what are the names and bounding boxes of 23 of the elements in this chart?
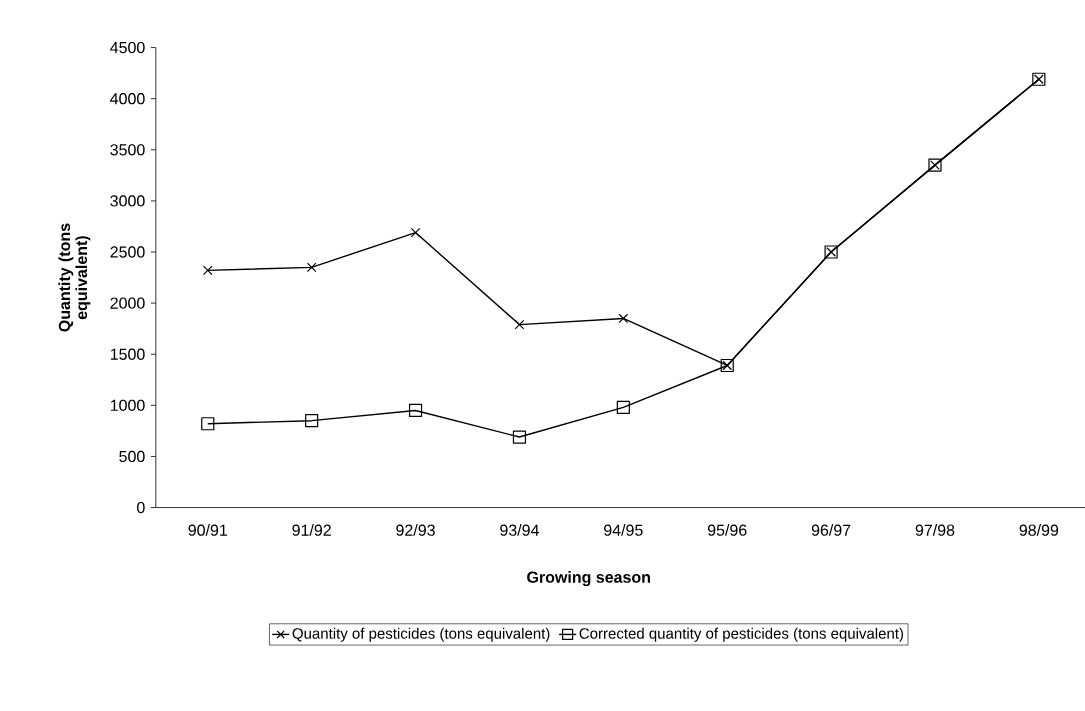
y-tick-label: 0: [137, 501, 145, 514]
y-tick-label: 4500: [110, 41, 145, 54]
x-axis-title: Growing season: [527, 571, 650, 587]
y-tick-label: 1000: [110, 399, 145, 412]
y-tick-label: 2000: [110, 297, 145, 309]
legend-label: Corrected quantity of pesticides (tons equivalent): [579, 627, 904, 642]
legend-label: Quantity of pesticides (tons equivalent): [292, 627, 550, 642]
x-tick-label: 98/99: [1019, 524, 1059, 536]
x-tick-label: 96/97: [811, 524, 851, 536]
y-tick-label: 500: [119, 450, 145, 463]
y-tick-label: 3500: [110, 144, 145, 156]
y-tick-label: 4000: [110, 93, 145, 105]
y-axis-title: Quantity (tons equivalent): [58, 223, 91, 332]
y-tick-label: 3000: [110, 195, 145, 207]
y-tick-label: 2500: [110, 246, 145, 258]
y-tick-label: 1500: [110, 348, 145, 360]
x-tick-label: 93/94: [500, 524, 539, 536]
x-tick-label: 95/96: [707, 524, 747, 536]
x-tick-label: 94/95: [604, 524, 643, 536]
x-tick-label: 92/93: [396, 524, 435, 536]
x-tick-label: 97/98: [915, 524, 955, 536]
x-tick-label: 91/92: [292, 524, 331, 536]
x-tick-label: 90/91: [188, 524, 228, 536]
